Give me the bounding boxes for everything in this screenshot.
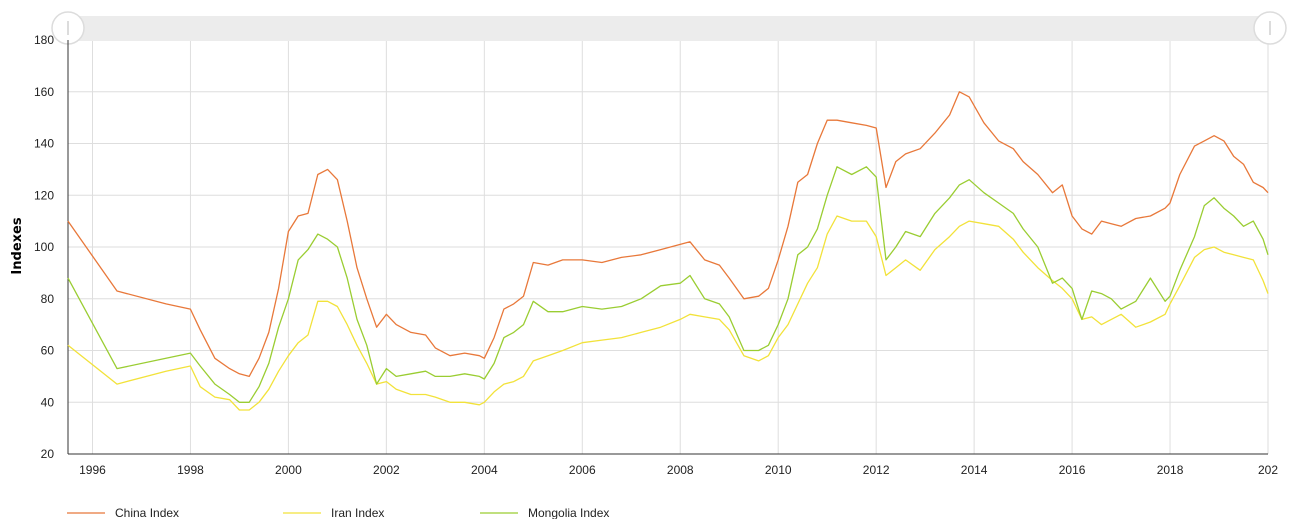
x-tick-label: 1998 <box>177 463 204 477</box>
scrollbar-track[interactable] <box>68 16 1270 41</box>
range-scrollbar[interactable] <box>51 11 1287 45</box>
axes <box>67 40 1268 455</box>
legend-label: Iran Index <box>331 506 384 519</box>
series-line-mongolia-index <box>67 166 1269 403</box>
y-tick-label: 180 <box>34 33 54 47</box>
y-tick-label: 120 <box>34 188 54 202</box>
x-tick-label: 2000 <box>275 463 302 477</box>
y-tick-label: 160 <box>34 85 54 99</box>
x-tick-label: 2002 <box>373 463 400 477</box>
x-tick-label: 2008 <box>667 463 694 477</box>
y-tick-label: 100 <box>34 240 54 254</box>
x-tick-label: 2012 <box>863 463 890 477</box>
y-tick-label: 40 <box>41 395 55 409</box>
series-lines <box>67 91 1269 411</box>
legend-item: Iran Index <box>283 506 384 519</box>
legend-label: China Index <box>115 506 179 519</box>
y-axis-title: Indexes <box>10 217 25 274</box>
legend-item: China Index <box>67 506 179 519</box>
x-tick-label: 2004 <box>471 463 498 477</box>
scrollbar-left-handle[interactable] <box>51 11 85 45</box>
series-line-iran-index <box>67 215 1269 411</box>
legend-item: Mongolia Index <box>480 506 609 519</box>
tick-labels: 20 40 60 80 100 120 140 160 180 1996 1998 2000 2002 2… <box>34 33 1278 477</box>
x-tick-label: 2014 <box>961 463 988 477</box>
legend: China Index Iran Index Mongolia Index <box>67 506 609 519</box>
x-tick-label: 2016 <box>1059 463 1086 477</box>
y-tick-label: 20 <box>41 447 55 461</box>
series-line-china-index <box>67 91 1269 378</box>
y-tick-label: 80 <box>41 292 55 306</box>
x-tick-label: 2010 <box>765 463 792 477</box>
y-tick-label: 140 <box>34 137 54 151</box>
x-tick-label: 2006 <box>569 463 596 477</box>
scrollbar-right-handle[interactable] <box>1253 11 1287 45</box>
x-tick-label: 202 <box>1258 463 1278 477</box>
x-tick-label: 2018 <box>1157 463 1184 477</box>
legend-label: Mongolia Index <box>528 506 609 519</box>
y-tick-label: 60 <box>41 344 55 358</box>
x-tick-label: 1996 <box>79 463 106 477</box>
